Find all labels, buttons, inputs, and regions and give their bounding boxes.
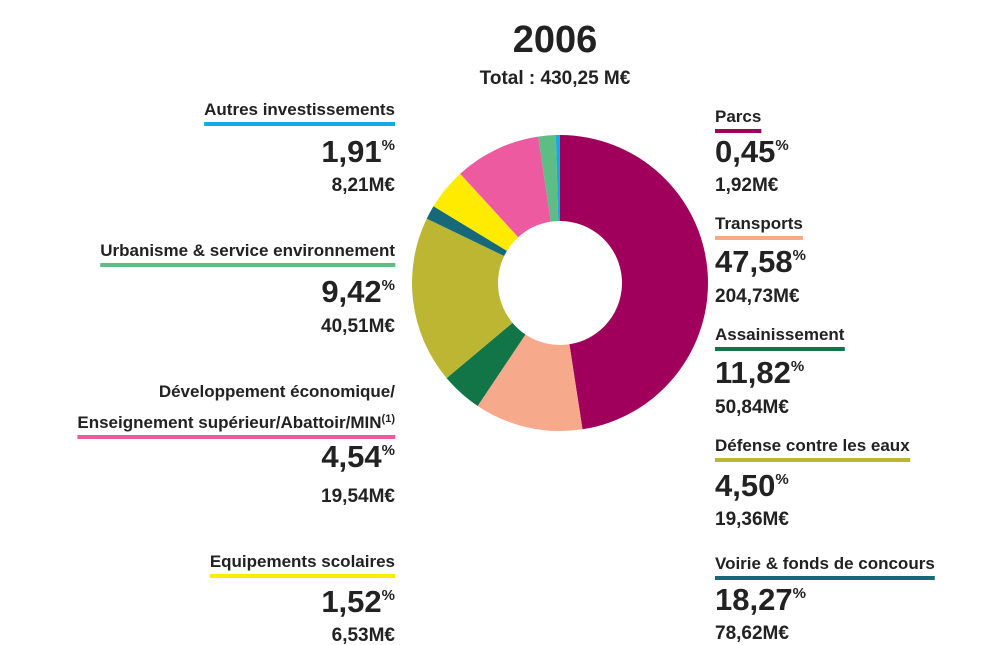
label-name: Enseignement supérieur/Abattoir/MIN(1) xyxy=(77,413,395,432)
amount-label: 50,84M€ xyxy=(715,397,789,418)
percent-value: 18,27 xyxy=(715,582,793,617)
percent-label: 4,50% xyxy=(715,468,789,503)
amount-label: 204,73M€ xyxy=(715,286,800,307)
percent-label: 18,27% xyxy=(715,582,806,617)
percent-value: 1,52 xyxy=(321,584,381,619)
label-name: Urbanisme & service environnement xyxy=(100,241,395,260)
label-name-text: Autres investissements xyxy=(204,100,395,119)
label-name-text: Enseignement supérieur/Abattoir/MIN xyxy=(77,413,381,432)
label-underline xyxy=(100,263,396,267)
percent-label: 0,45% xyxy=(715,134,789,169)
amount-label: 78,62M€ xyxy=(715,623,789,644)
percent-value: 1,91 xyxy=(321,134,381,169)
donut-slice xyxy=(538,135,559,222)
label-name: Défense contre les eaux xyxy=(715,436,910,455)
label-name-text: Assainissement xyxy=(715,325,845,344)
label-name: Développement économique/ xyxy=(159,382,395,401)
amount-label: 19,54M€ xyxy=(321,486,395,507)
label-name: Parcs xyxy=(715,107,761,126)
percent-unit: % xyxy=(382,137,395,154)
donut-slice xyxy=(433,173,519,251)
label-underline xyxy=(715,129,762,133)
amount-label: 19,36M€ xyxy=(715,509,789,530)
label-name-text: Développement économique/ xyxy=(159,382,395,401)
donut-slice xyxy=(412,218,513,379)
label-name: Transports xyxy=(715,214,803,233)
label-name: Equipements scolaires xyxy=(210,552,395,571)
percent-unit: % xyxy=(793,585,806,602)
label-name-text: Voirie & fonds de concours xyxy=(715,554,935,573)
label-underline xyxy=(715,236,803,240)
label-name-text: Défense contre les eaux xyxy=(715,436,910,455)
label-underline xyxy=(209,574,395,578)
percent-label: 1,91% xyxy=(321,134,395,169)
percent-unit: % xyxy=(382,587,395,604)
label-name: Voirie & fonds de concours xyxy=(715,554,935,573)
percent-value: 47,58 xyxy=(715,244,793,279)
amount-label: 8,21M€ xyxy=(332,175,396,196)
percent-value: 4,50 xyxy=(715,468,775,503)
donut-slice xyxy=(446,322,526,406)
donut-slice xyxy=(477,334,583,431)
label-name-text: Transports xyxy=(715,214,803,233)
amount-label: 40,51M€ xyxy=(321,316,395,337)
chart-title: 2006 xyxy=(513,19,598,61)
label-note: (1) xyxy=(382,413,396,425)
label-name: Autres investissements xyxy=(204,100,395,119)
percent-label: 11,82% xyxy=(715,355,804,390)
amount-label: 1,92M€ xyxy=(715,175,779,196)
label-underline xyxy=(204,122,395,126)
label-underline xyxy=(715,576,935,580)
percent-value: 4,54 xyxy=(321,439,382,474)
label-name-text: Equipements scolaires xyxy=(210,552,395,571)
label-name-text: Parcs xyxy=(715,107,761,126)
label-underline xyxy=(715,347,845,351)
percent-value: 9,42 xyxy=(321,274,381,309)
percent-label: 4,54% xyxy=(321,439,395,474)
donut-slice xyxy=(460,136,551,238)
percent-value: 11,82 xyxy=(715,355,791,390)
label-name: Assainissement xyxy=(715,325,845,344)
percent-unit: % xyxy=(775,471,788,488)
percent-value: 0,45 xyxy=(715,134,775,169)
percent-unit: % xyxy=(775,137,788,154)
percent-label: 47,58% xyxy=(715,244,806,279)
donut-slice xyxy=(555,135,560,222)
label-underline xyxy=(715,458,911,462)
percent-unit: % xyxy=(791,358,804,375)
donut-slice xyxy=(560,135,709,430)
donut-slice xyxy=(426,206,507,257)
amount-label: 6,53M€ xyxy=(332,625,396,645)
percent-unit: % xyxy=(382,442,395,459)
percent-unit: % xyxy=(793,247,806,264)
label-underline xyxy=(77,435,396,439)
percent-unit: % xyxy=(382,277,395,294)
percent-label: 1,52% xyxy=(321,584,395,619)
chart-subtitle: Total : 430,25 M€ xyxy=(480,68,631,89)
label-name-text: Urbanisme & service environnement xyxy=(100,241,395,260)
percent-label: 9,42% xyxy=(321,274,395,309)
